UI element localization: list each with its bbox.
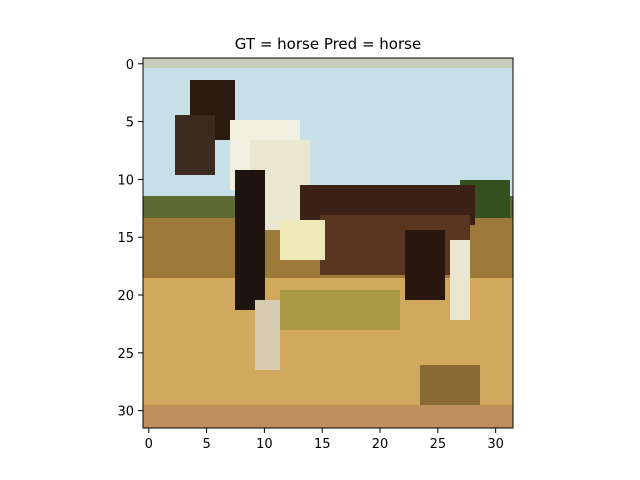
x-tick-label: 10 [256, 437, 273, 452]
horse [175, 80, 475, 370]
x-tick-label: 5 [202, 437, 210, 452]
x-axis: 0 5 10 15 20 25 30 [145, 428, 504, 452]
x-tick-label: 15 [314, 437, 331, 452]
image-panel [142, 57, 514, 429]
y-tick-label: 15 [117, 231, 134, 246]
y-tick-label: 30 [117, 405, 134, 420]
figure-title: GT = horse Pred = horse [235, 35, 421, 53]
x-tick-label: 25 [430, 437, 447, 452]
y-tick-label: 10 [117, 173, 134, 188]
y-tick-label: 5 [126, 116, 134, 131]
x-tick-label: 0 [145, 437, 153, 452]
x-tick-label: 20 [372, 437, 389, 452]
y-tick-label: 0 [126, 58, 134, 73]
y-axis: 0 5 10 15 20 25 30 [117, 58, 143, 420]
x-tick-label: 30 [487, 437, 504, 452]
image-frame [142, 57, 514, 429]
y-tick-label: 25 [117, 347, 134, 362]
y-tick-label: 20 [117, 289, 134, 304]
